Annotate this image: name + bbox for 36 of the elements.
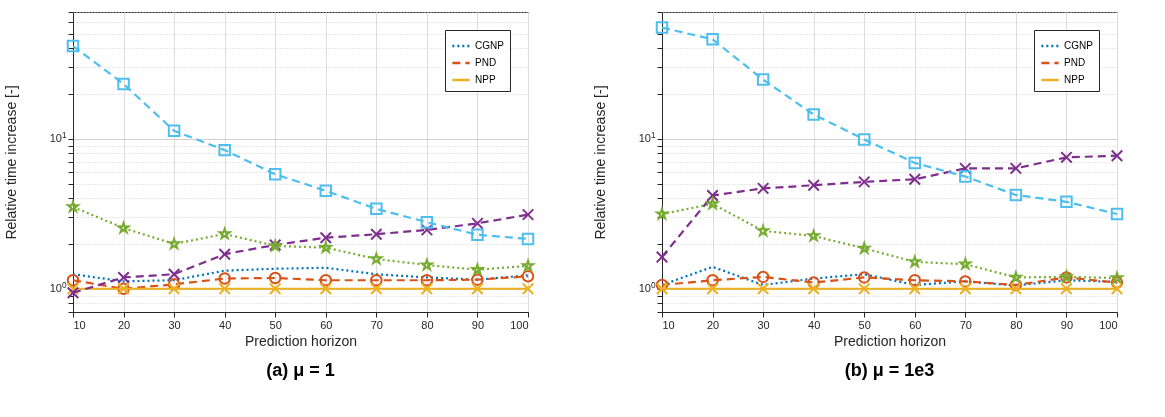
x-tick-label: 60 — [909, 318, 922, 331]
x-tick-label: 70 — [370, 318, 383, 331]
x-tick-label: 40 — [219, 318, 232, 331]
x-tick-label: 60 — [320, 318, 333, 331]
y-tick-label: 10$^{1}$ — [638, 130, 656, 145]
x-tick-label: 80 — [1010, 318, 1023, 331]
y-tick-label: 10$^{0}$ — [49, 280, 67, 295]
x-tick-label: 50 — [269, 318, 282, 331]
x-tick-label: 30 — [168, 318, 181, 331]
legend-label: NPP — [475, 74, 496, 85]
x-tick-label: 20 — [706, 318, 720, 331]
x-tick-label: 90 — [1060, 318, 1074, 331]
x-tick-label: 40 — [808, 318, 821, 331]
x-tick-label: 50 — [858, 318, 871, 331]
x-tick-label: 70 — [959, 318, 972, 331]
x-axis-title: Prediction horizon — [833, 332, 947, 349]
legend-label: NPP — [1064, 74, 1085, 85]
x-tick-label: 80 — [421, 318, 434, 331]
x-axis-title: Prediction horizon — [244, 332, 358, 349]
x-tick-label: 20 — [117, 318, 131, 331]
y-tick-label: 10$^{1}$ — [49, 130, 67, 145]
text: (b) μ = 1e3 — [844, 360, 935, 380]
x-tick-label: 10 — [662, 318, 675, 331]
x-tick-label: 100 — [510, 318, 529, 331]
legend-label: PND — [475, 57, 497, 68]
legend-label: CGNP — [475, 40, 505, 51]
x-tick-label: 90 — [471, 318, 485, 331]
y-axis-title: Relative time increase [-] — [592, 85, 609, 240]
x-tick-label: 10 — [73, 318, 86, 331]
x-tick-label: 100 — [1099, 318, 1118, 331]
x-tick-label: 30 — [757, 318, 770, 331]
legend-label: CGNP — [1064, 40, 1094, 51]
text: (a) μ = 1 — [266, 360, 335, 380]
y-tick-label: 10$^{0}$ — [638, 280, 656, 295]
legend-label: PND — [1064, 57, 1086, 68]
y-axis-title: Relative time increase [-] — [3, 85, 20, 240]
